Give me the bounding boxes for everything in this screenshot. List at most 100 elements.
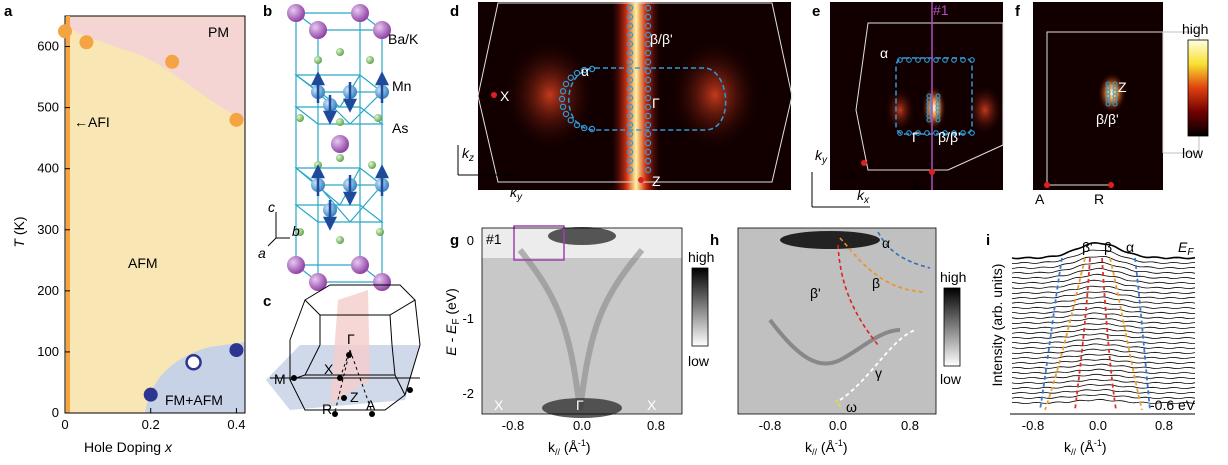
fs-e-x-label: X [912, 177, 922, 193]
fs-f-z-label: Z [1118, 79, 1127, 95]
fm-afm-label: FM+AFM [165, 392, 223, 408]
arpes-g-frame [481, 227, 683, 415]
edc-xtick-2: 0.8 [1155, 418, 1173, 433]
fs-d-dot [644, 139, 652, 147]
fs-f-beta-label: β/β' [1096, 111, 1119, 127]
fs-d-x-point [491, 92, 497, 98]
arpes-h-betap-label: β' [810, 285, 821, 301]
phase-ticks: 0 0.2 0.4 0 100 200 300 400 500 600 [37, 39, 245, 432]
arpes-h-xtick-2: 0.8 [901, 418, 919, 433]
edc-curve [1011, 296, 1196, 305]
arpes-g-xtick-0: -0.8 [502, 418, 524, 433]
edc-ef-label: EF [1178, 239, 1194, 258]
panel-label-a: a [4, 3, 13, 20]
panel-b: b [258, 3, 419, 291]
ba-label: Ba/K [388, 31, 419, 47]
fs-d-dot [644, 40, 652, 48]
fs-e-dot [933, 130, 939, 136]
edc-curve [1011, 343, 1196, 350]
fs-d-ky-label: ky [510, 184, 523, 203]
phase-ylabel: T (K) [11, 216, 27, 247]
panel-g: g #1 X Γ X 0 -1 -2 -0.8 0.0 0.8 E - EF (… [443, 225, 714, 457]
arpes-g-xtick-2: 0.8 [647, 418, 665, 433]
fs-e-dot [960, 130, 966, 136]
edc-alpha-left [1039, 257, 1063, 411]
edc-curve [1011, 384, 1196, 390]
edc-curve [1011, 241, 1196, 260]
edc-curve [1011, 291, 1196, 300]
phase-xtick-label: 0 [61, 417, 68, 432]
phase-ytick-label: 200 [37, 283, 59, 298]
edc-alpha-label: α [1126, 239, 1134, 255]
panel-label-g: g [450, 232, 459, 249]
arpes-h-alpha-label: α [882, 235, 890, 251]
arpes-g-bright [548, 227, 616, 245]
panel-i: i β' β α EF -0.6 eV Intensity (arb. unit… [986, 232, 1196, 457]
panel-d: d β/β' α Γ X Z kz ky [450, 2, 793, 203]
fs-f-a-label: A [1035, 191, 1045, 207]
fs-d-blob-left [505, 40, 595, 150]
fs-d-z-label: Z [652, 173, 661, 189]
axis-b-label: b [292, 223, 300, 239]
edc-xlabel: k// (Å-1) [1064, 438, 1107, 457]
arpes-g-cut-label: #1 [486, 231, 502, 247]
fs-d-dot [626, 166, 634, 174]
bz-gamma-label: Γ [347, 331, 355, 347]
pm-label: PM [208, 24, 229, 40]
fs-colorbar-low: low [1182, 145, 1204, 161]
fs-d-dot [567, 117, 574, 124]
phase-ytick-label: 500 [37, 100, 59, 115]
fs-e-axes [811, 172, 870, 208]
fs-d-gamma-label: Γ [652, 95, 660, 111]
edc-curve [1011, 323, 1195, 330]
phase-point [79, 35, 94, 50]
fs-e-dot [906, 57, 912, 63]
spin-arrows [310, 71, 390, 231]
fs-e-dot [933, 57, 939, 63]
fs-d-dot [644, 94, 652, 102]
phase-xlabel: Hole Doping x [84, 439, 173, 455]
fs-d-dot [644, 85, 652, 93]
edc-beta-right [1109, 257, 1143, 411]
bz-m-label: M [274, 371, 286, 387]
fs-e-dot [969, 57, 975, 63]
arpes-g-box [513, 225, 565, 261]
fs-d-dot [644, 121, 652, 129]
arpes-h-gamma-line [839, 329, 916, 401]
fs-d-dot [644, 67, 652, 75]
panel-label-e: e [812, 3, 820, 20]
edc-bottom-label: -0.6 eV [1150, 397, 1196, 413]
as-label: As [392, 120, 408, 136]
fs-e-m-label: M [842, 167, 854, 183]
panel-label-i: i [986, 232, 990, 249]
arpes-g-x-left: X [494, 397, 504, 413]
fs-f-dots [1105, 81, 1118, 107]
panel-c: c Γ M X Z R A [263, 284, 421, 417]
arpes-g-colorbar-low: low [688, 353, 710, 369]
arpes-g-ytick-0: 0 [467, 233, 474, 248]
fs-f-r-label: R [1094, 191, 1104, 207]
fs-d-dot [559, 103, 567, 110]
fs-d-dot [626, 85, 634, 93]
panel-label-h: h [710, 232, 719, 249]
arpes-h-background [738, 228, 936, 414]
fs-f-dot [1112, 101, 1118, 107]
phase-axes-frame [64, 15, 246, 414]
fs-d-dot [581, 124, 588, 132]
fs-d-dot [573, 121, 581, 129]
edc-betap-right [1101, 257, 1117, 411]
fs-f-bz-boundary [1046, 31, 1163, 185]
fs-f-dot [1105, 101, 1111, 107]
panel-label-f: f [1015, 3, 1021, 20]
edc-betap-label: β' [1082, 239, 1093, 255]
fs-e-dot [906, 130, 912, 136]
fs-d-dot [626, 157, 634, 165]
fs-e-dot [942, 130, 948, 136]
fs-e-kx-label: kx [857, 187, 870, 206]
fs-e-dot [924, 57, 930, 63]
arpes-h-colorbar [943, 287, 961, 367]
edc-curve [1011, 333, 1196, 340]
edc-curve [1011, 317, 1196, 325]
edc-xtick-1: 0.0 [1089, 418, 1107, 433]
